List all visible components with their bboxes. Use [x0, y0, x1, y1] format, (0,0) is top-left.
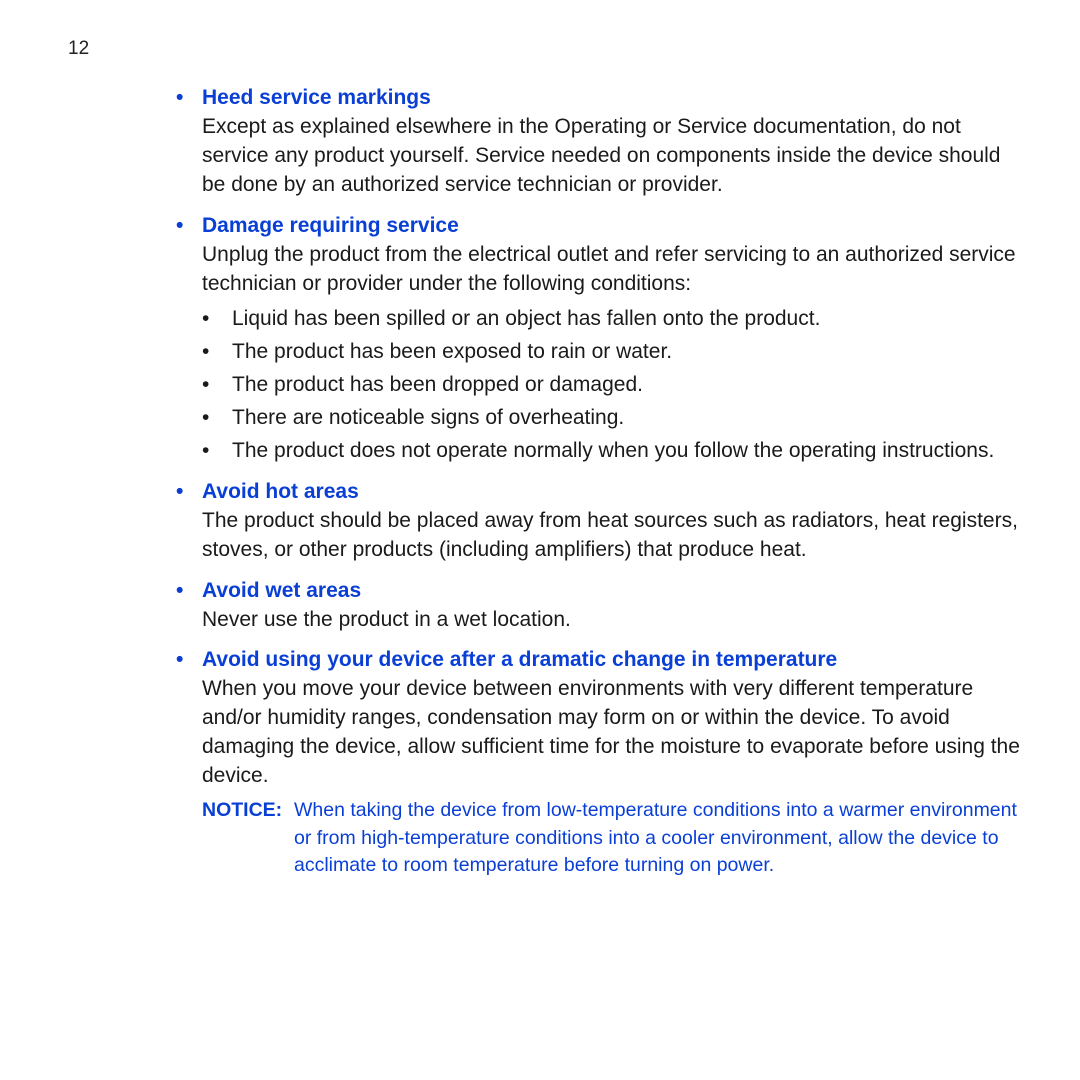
bullet-icon: • [202, 305, 232, 334]
topic-body: Unplug the product from the electrical o… [202, 241, 1020, 299]
topic-title: Avoid hot areas [202, 478, 359, 507]
content-area: • Heed service markings Except as explai… [176, 84, 1020, 879]
topic-body: When you move your device between enviro… [202, 675, 1020, 791]
page-number: 12 [68, 38, 89, 60]
topic-title: Avoid using your device after a dramatic… [202, 646, 837, 675]
topic-avoid-hot-areas: • Avoid hot areas The product should be … [176, 478, 1020, 565]
notice-block: NOTICE: When taking the device from low-… [202, 797, 1020, 879]
bullet-icon: • [202, 404, 232, 433]
notice-label: NOTICE: [202, 797, 294, 879]
bullet-icon: • [202, 371, 232, 400]
sub-item-text: The product has been exposed to rain or … [232, 338, 1020, 367]
topic-heading: • Heed service markings [176, 84, 1020, 113]
topic-heed-service-markings: • Heed service markings Except as explai… [176, 84, 1020, 200]
bullet-icon: • [176, 646, 202, 675]
topic-title: Heed service markings [202, 84, 431, 113]
sub-item: • There are noticeable signs of overheat… [202, 404, 1020, 433]
manual-page: 12 • Heed service markings Except as exp… [0, 0, 1080, 1080]
topic-avoid-wet-areas: • Avoid wet areas Never use the product … [176, 577, 1020, 635]
sub-item: • The product has been dropped or damage… [202, 371, 1020, 400]
topic-body: Never use the product in a wet location. [202, 606, 1020, 635]
bullet-icon: • [202, 338, 232, 367]
sub-item-text: Liquid has been spilled or an object has… [232, 305, 1020, 334]
bullet-icon: • [176, 212, 202, 241]
topic-damage-requiring-service: • Damage requiring service Unplug the pr… [176, 212, 1020, 466]
notice-text: When taking the device from low-temperat… [294, 797, 1020, 879]
topic-title: Damage requiring service [202, 212, 459, 241]
sub-item-text: The product does not operate normally wh… [232, 437, 1020, 466]
topic-heading: • Damage requiring service [176, 212, 1020, 241]
topic-body: The product should be placed away from h… [202, 507, 1020, 565]
bullet-icon: • [176, 577, 202, 606]
sub-item-text: There are noticeable signs of overheatin… [232, 404, 1020, 433]
sub-item: • The product has been exposed to rain o… [202, 338, 1020, 367]
topic-heading: • Avoid using your device after a dramat… [176, 646, 1020, 675]
bullet-icon: • [176, 478, 202, 507]
sub-item: • The product does not operate normally … [202, 437, 1020, 466]
topic-avoid-temperature-change: • Avoid using your device after a dramat… [176, 646, 1020, 879]
bullet-icon: • [202, 437, 232, 466]
topic-body: Except as explained elsewhere in the Ope… [202, 113, 1020, 200]
topic-heading: • Avoid hot areas [176, 478, 1020, 507]
sub-list: • Liquid has been spilled or an object h… [202, 305, 1020, 466]
sub-item-text: The product has been dropped or damaged. [232, 371, 1020, 400]
topic-title: Avoid wet areas [202, 577, 361, 606]
sub-item: • Liquid has been spilled or an object h… [202, 305, 1020, 334]
topic-heading: • Avoid wet areas [176, 577, 1020, 606]
bullet-icon: • [176, 84, 202, 113]
